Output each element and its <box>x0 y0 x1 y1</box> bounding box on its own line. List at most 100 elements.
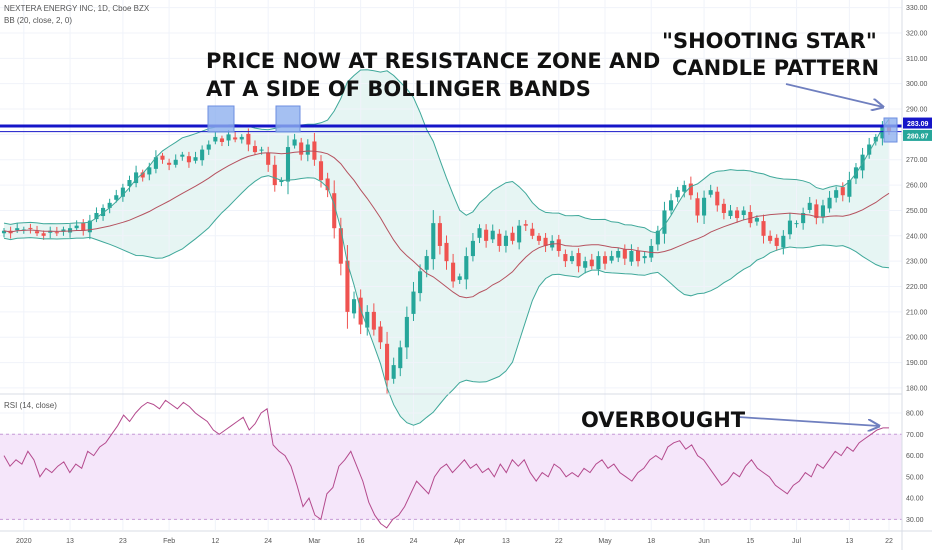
candle-body <box>266 152 271 165</box>
price-tick-label: 180.00 <box>906 385 928 392</box>
candle-body <box>246 133 251 145</box>
candle-body <box>332 193 337 229</box>
candle-body <box>279 180 284 183</box>
price-axis-bg <box>902 0 932 550</box>
candle-body <box>702 197 707 216</box>
price-tick-label: 290.00 <box>906 107 928 114</box>
candle-body <box>114 195 119 200</box>
candle-body <box>239 136 244 140</box>
candle-body <box>345 260 350 312</box>
candle-body <box>530 228 535 236</box>
candle-body <box>94 212 99 220</box>
resistance-zone-box <box>207 105 235 133</box>
time-tick-label: 24 <box>264 538 272 545</box>
candle-body <box>391 365 396 379</box>
candle-body <box>873 136 878 142</box>
candle-body <box>378 326 383 343</box>
candle-body <box>543 237 548 246</box>
candle-body <box>536 235 542 241</box>
candle-body <box>61 229 66 232</box>
time-tick-label: Jun <box>698 538 709 545</box>
candle-body <box>708 190 713 195</box>
candle-body <box>398 347 403 369</box>
overlays <box>0 83 902 426</box>
candle-body <box>834 190 839 198</box>
bollinger-basis <box>3 150 890 299</box>
price-tick-label: 270.00 <box>906 157 928 164</box>
candle-body <box>662 210 667 234</box>
price-tag-label: 280.97 <box>907 133 929 140</box>
candle-body <box>741 210 746 216</box>
candle-body <box>827 197 832 209</box>
rsi-tick-label: 80.00 <box>906 411 924 418</box>
candle-body <box>569 256 575 262</box>
candle-body <box>431 223 436 260</box>
time-tick-label: 2020 <box>16 538 32 545</box>
candle-body <box>74 225 79 229</box>
candle-body <box>107 202 112 208</box>
rsi-tick-label: 50.00 <box>906 474 924 481</box>
candle-body <box>728 210 733 217</box>
price-tick-label: 260.00 <box>906 183 928 190</box>
rsi-tick-label: 30.00 <box>906 517 924 524</box>
candle-body <box>801 212 806 224</box>
candle-body <box>67 228 73 233</box>
candle-body <box>794 223 799 225</box>
candle-body <box>596 256 601 270</box>
price-tick-label: 190.00 <box>906 360 928 367</box>
price-tag-bg <box>903 129 932 141</box>
candle-body <box>160 155 165 160</box>
candle-body <box>424 256 429 270</box>
candle-body <box>120 187 125 197</box>
time-tick-label: 15 <box>746 538 754 545</box>
price-tick-label: 220.00 <box>906 284 928 291</box>
candle-body <box>259 149 264 151</box>
price-tick-label: 310.00 <box>906 56 928 63</box>
rsi-tick-label: 40.00 <box>906 496 924 503</box>
candle-body <box>371 311 376 330</box>
candle-body <box>1 230 7 234</box>
time-tick-label: 22 <box>885 538 893 545</box>
candle-body <box>219 138 224 142</box>
candle-body <box>180 154 185 157</box>
annotation-overbought: OVERBOUGHT <box>581 408 746 432</box>
candle-body <box>523 224 528 226</box>
candle-body <box>470 240 475 257</box>
candle-body <box>186 156 191 163</box>
annotation-shooting-star-line2: CANDLE PATTERN <box>672 56 879 80</box>
bollinger-bands <box>3 69 890 426</box>
rsi-tick-label: 70.00 <box>906 432 924 439</box>
time-tick-label: 12 <box>211 538 219 545</box>
candle-body <box>754 218 759 222</box>
candle-body <box>87 220 92 233</box>
candle-body <box>272 164 277 186</box>
price-tag-bg <box>903 117 932 129</box>
candle-body <box>616 251 621 258</box>
bollinger-lower-band <box>3 175 890 426</box>
time-tick-label: 13 <box>66 538 74 545</box>
price-tick-label: 210.00 <box>906 309 928 316</box>
resistance-zone-box <box>275 105 301 133</box>
candle-body <box>34 231 40 234</box>
rsi-band-fill <box>0 434 902 520</box>
candle-body <box>847 180 852 197</box>
candle-body <box>285 147 291 182</box>
candle-body <box>81 222 86 231</box>
candle-body <box>206 144 211 150</box>
candle-body <box>385 343 390 381</box>
time-tick-label: 23 <box>119 538 127 545</box>
candle-body <box>517 225 522 243</box>
resistance-zone-box <box>883 117 898 143</box>
time-tick-label: Mar <box>308 538 321 545</box>
time-tick-label: Jul <box>792 538 801 545</box>
rsi-tick-label: 60.00 <box>906 453 924 460</box>
candle-body <box>318 161 324 181</box>
candle-body <box>768 235 773 241</box>
candle-body <box>312 141 317 160</box>
candle-body <box>101 207 106 217</box>
price-tick-label: 320.00 <box>906 30 928 37</box>
candle-body <box>437 223 442 246</box>
candle-body <box>153 157 158 169</box>
time-tick-label: Feb <box>163 538 175 545</box>
